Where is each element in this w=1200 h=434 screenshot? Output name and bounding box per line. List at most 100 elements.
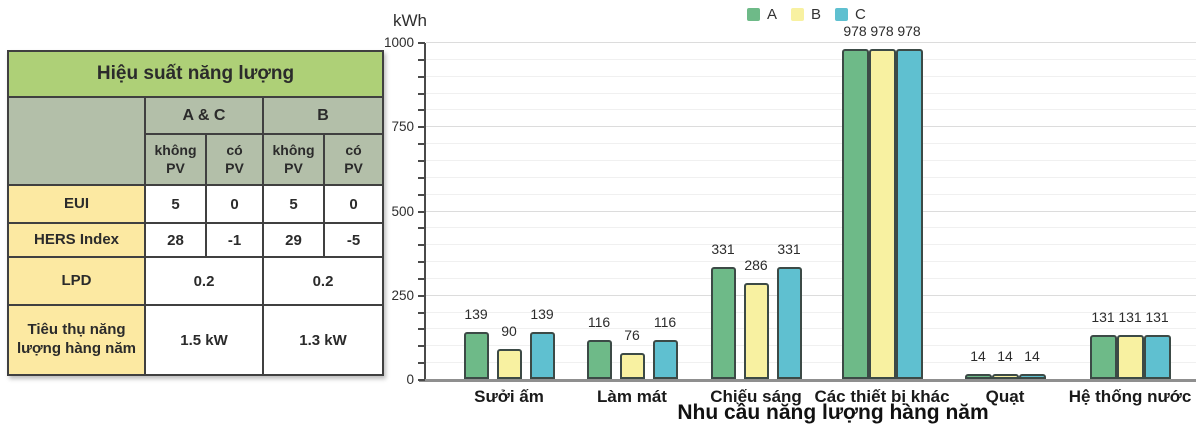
hers-value: 28 xyxy=(144,222,207,258)
y-axis-tick xyxy=(418,75,425,78)
gridline xyxy=(426,227,1196,229)
table-subheader-row: không PV có PV không PV có PV xyxy=(8,133,385,186)
subcol-line1: không xyxy=(154,142,197,158)
bar-group: 331 286 331 xyxy=(710,241,802,379)
bar-a-3: 331 xyxy=(710,241,736,379)
gridline xyxy=(426,92,1196,94)
row-label-lpd: LPD xyxy=(7,256,146,306)
legend-item-a: A xyxy=(747,6,777,23)
bar-c-6: 131 xyxy=(1143,309,1171,379)
bar-value-label: 286 xyxy=(744,257,768,273)
bar-value-label: 76 xyxy=(624,327,640,343)
bar-a-1: 139 xyxy=(463,306,489,379)
y-axis-line xyxy=(424,43,426,380)
gridline xyxy=(426,311,1196,313)
y-tick-label: 250 xyxy=(391,287,414,303)
legend-label: C xyxy=(855,6,866,23)
bar-value-label: 131 xyxy=(1091,309,1115,325)
gridline xyxy=(426,42,1196,43)
gridline xyxy=(426,345,1196,347)
y-axis-tick xyxy=(418,42,425,44)
y-axis-tick xyxy=(418,244,425,247)
bar-group: 116 76 116 xyxy=(586,314,678,379)
bar-c-4: 978 xyxy=(895,23,923,379)
y-axis-tick xyxy=(418,143,425,146)
gridline xyxy=(426,143,1196,145)
gridline xyxy=(426,126,1196,128)
y-axis-tick xyxy=(418,193,425,196)
table-corner-cell xyxy=(7,96,146,186)
subcol-line2: PV xyxy=(225,159,244,176)
bar-value-label: 331 xyxy=(711,241,735,257)
energy-performance-table: Hiệu suất năng lượng A & C B không PV có… xyxy=(6,50,385,376)
gridline xyxy=(426,210,1196,212)
y-axis-tick xyxy=(418,345,425,348)
y-axis-tick xyxy=(418,328,425,331)
category-label: Sưởi ấm xyxy=(474,387,544,406)
lpd-value-b: 0.2 xyxy=(261,256,385,306)
bar-a-4: 978 xyxy=(841,23,869,379)
legend-swatch-icon xyxy=(791,8,805,21)
lpd-value-ac: 0.2 xyxy=(144,256,264,306)
y-axis-tick xyxy=(418,362,425,365)
bar-group: 14 14 14 xyxy=(964,348,1046,379)
subcol-line2: PV xyxy=(284,159,303,176)
eui-value: 5 xyxy=(144,184,207,224)
table-group-header-row: A & C B xyxy=(7,96,385,186)
y-axis-tick xyxy=(418,159,425,162)
x-axis-title: Nhu cầu năng lượng hàng năm xyxy=(677,401,989,424)
y-axis-tick xyxy=(418,379,425,381)
y-tick-label: 0 xyxy=(406,372,414,387)
plot-area: 0 250 500 750 1000 139 90 139 Sưởi ấm 116 76 116 Làm… xyxy=(384,23,1196,406)
subcol-line1: có xyxy=(345,142,362,158)
bar-value-label: 978 xyxy=(897,23,921,39)
eui-value: 5 xyxy=(262,184,325,224)
legend-swatch-icon xyxy=(747,8,760,21)
y-axis-tick xyxy=(418,277,425,280)
x-axis-baseline xyxy=(419,379,1196,382)
table-row-lpd: LPD 0.2 0.2 xyxy=(7,256,385,306)
y-axis-tick xyxy=(418,294,425,297)
subcol-ac-pv: có PV xyxy=(205,133,264,186)
bar-value-label: 331 xyxy=(777,241,801,257)
bar-value-label: 116 xyxy=(587,314,611,330)
y-axis-tick xyxy=(418,227,425,230)
table-title: Hiệu suất năng lượng xyxy=(6,50,385,98)
table-row-hers: HERS Index 28 -1 29 -5 xyxy=(7,222,385,258)
bar-value-label: 116 xyxy=(653,314,677,330)
y-axis-tick xyxy=(418,126,425,129)
bar-value-label: 14 xyxy=(997,348,1013,364)
subcol-line2: PV xyxy=(166,159,185,176)
bar-value-label: 90 xyxy=(501,323,517,339)
bar-group: 978 978 978 xyxy=(841,23,923,379)
hers-value: 29 xyxy=(262,222,325,258)
col-group-ac: A & C xyxy=(144,96,264,135)
bar-a-6: 131 xyxy=(1089,309,1117,379)
table-title-row: Hiệu suất năng lượng xyxy=(6,50,385,98)
eui-value: 0 xyxy=(205,184,264,224)
y-axis-tick xyxy=(418,58,425,61)
bar-c-1: 139 xyxy=(529,306,555,379)
legend-item-c: C xyxy=(835,6,866,23)
gridline xyxy=(426,362,1196,364)
legend-label: A xyxy=(767,6,778,23)
y-axis-tick xyxy=(418,311,425,314)
bar-c-3: 331 xyxy=(776,241,802,379)
table-row-annual-consumption: Tiêu thụ năng lượng hàng năm 1.5 kW 1.3 … xyxy=(7,304,385,376)
legend-item-b: B xyxy=(791,6,821,23)
bar-value-label: 131 xyxy=(1145,309,1169,325)
bar-b-2: 76 xyxy=(619,327,645,379)
row-label-annual-consumption: Tiêu thụ năng lượng hàng năm xyxy=(7,304,146,376)
category-label: Làm mát xyxy=(597,387,667,406)
row-label-hers: HERS Index xyxy=(7,222,146,258)
col-group-b: B xyxy=(261,96,385,135)
table-row-eui: EUI 5 0 5 0 xyxy=(7,184,385,224)
bar-b-6: 131 xyxy=(1116,309,1144,379)
y-axis-tick xyxy=(418,109,425,112)
row-label-eui: EUI xyxy=(7,184,146,224)
legend-label: B xyxy=(811,6,822,23)
hers-value: -5 xyxy=(322,222,385,258)
legend: A B C xyxy=(747,6,866,23)
bar-value-label: 14 xyxy=(1024,348,1040,364)
